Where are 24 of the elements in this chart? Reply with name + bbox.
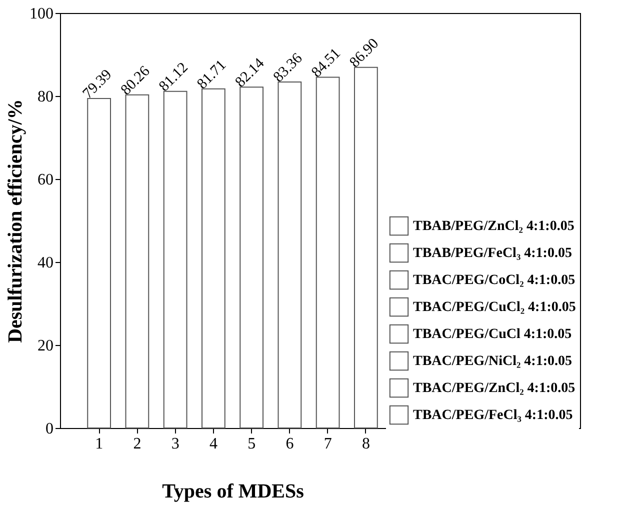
x-tick-label: 4: [209, 436, 218, 452]
x-tick-label: 7: [324, 436, 332, 452]
legend-label: TBAB/PEG/ZnCl₂ 4:1:0.05: [413, 219, 574, 234]
x-tick-label: 8: [362, 436, 370, 452]
legend-label: TBAC/PEG/CuCl 4:1:0.05: [413, 327, 572, 342]
legend-label: TBAC/PEG/CoCl₂ 4:1:0.05: [413, 273, 576, 288]
legend-label: TBAC/PEG/ZnCl₂ 4:1:0.05: [413, 381, 576, 396]
y-tick-label: 40: [38, 254, 54, 272]
x-tick-label: 1: [95, 436, 104, 452]
legend-label: TBAB/PEG/FeCl₃ 4:1:0.05: [413, 246, 572, 261]
y-tick-label: 60: [38, 172, 54, 188]
y-tick-label: 20: [38, 338, 54, 354]
legend-label: TBAC/PEG/CuCl₂ 4:1:0.05: [413, 300, 576, 315]
x-tick-label: 3: [171, 436, 180, 452]
x-tick-label: 5: [248, 436, 256, 452]
y-tick-label: 0: [46, 420, 54, 438]
y-tick-label: 80: [38, 88, 54, 106]
y-tick-label: 100: [30, 6, 54, 22]
legend-label: TBAC/PEG/FeCl₃ 4:1:0.05: [413, 408, 573, 423]
x-tick-label: 6: [286, 436, 294, 452]
y-axis-title: Desulfurization efficiency/%: [4, 99, 26, 343]
legend-label: TBAC/PEG/NiCl₂ 4:1:0.05: [413, 354, 572, 369]
x-axis-title: Types of MDESs: [162, 480, 304, 502]
x-tick-label: 2: [133, 436, 142, 452]
